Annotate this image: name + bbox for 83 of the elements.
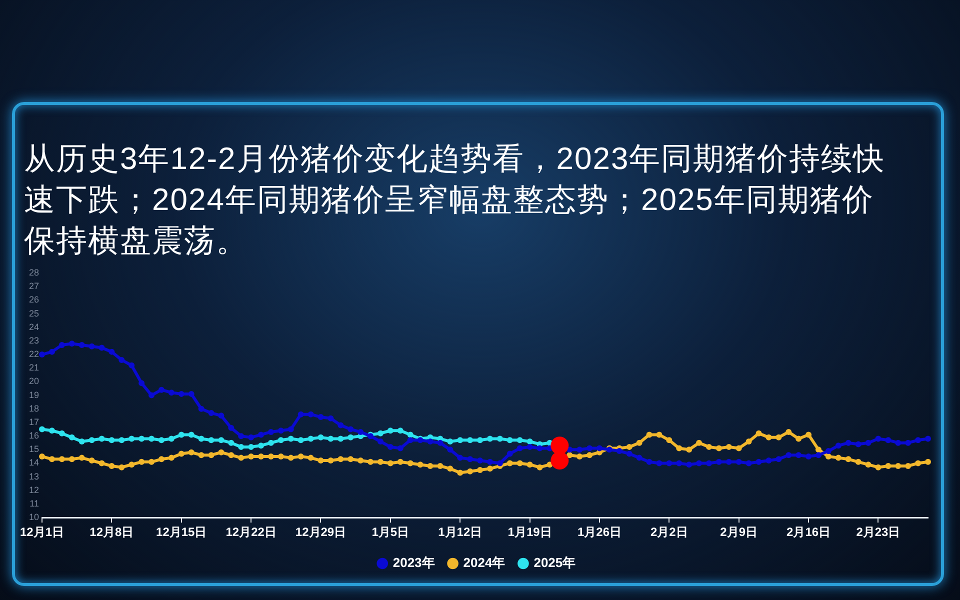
point [496, 436, 503, 442]
x-tick-label: 2月2日 [650, 525, 688, 540]
y-tick-label: 19 [28, 390, 40, 400]
point [258, 442, 264, 449]
y-tick-label: 12 [28, 484, 40, 495]
point [516, 437, 523, 444]
point [377, 430, 384, 436]
point [268, 440, 274, 446]
point [158, 437, 164, 444]
point [486, 436, 493, 442]
legend-label: 2024年 [463, 555, 506, 570]
point [128, 436, 135, 442]
point [407, 432, 414, 438]
point [397, 428, 404, 434]
legend-label: 2025年 [534, 555, 576, 570]
point [447, 438, 454, 444]
y-tick-label: 16 [28, 430, 40, 441]
point [39, 426, 46, 432]
y-tick-label: 10 [28, 512, 40, 522]
chart-title: 从历史3年12-2月份猪价变化趋势看，2023年同期猪价持续快速下跌；2024年同期猪价呈窄幅盘整态势；2025年同期猪价保持横盘震荡。 [24, 140, 886, 260]
point [48, 428, 55, 434]
point [58, 430, 65, 436]
point [78, 438, 85, 444]
point [526, 438, 533, 444]
x-tick-label: 2月23日 [856, 525, 900, 540]
x-tick-label: 1月5日 [372, 525, 410, 540]
y-tick-label: 22 [28, 349, 40, 360]
point [68, 434, 75, 440]
point [348, 434, 354, 440]
y-tick-label: 15 [28, 444, 40, 454]
point [108, 437, 115, 444]
point [550, 436, 569, 455]
y-tick-label: 26 [28, 294, 40, 305]
point [477, 437, 484, 444]
x-tick-label: 1月19日 [508, 525, 552, 540]
y-tick-label: 21 [28, 362, 40, 373]
point [298, 437, 304, 444]
point [188, 432, 194, 438]
point [168, 436, 174, 442]
point [88, 437, 95, 444]
y-tick-label: 23 [28, 335, 40, 346]
point [248, 444, 254, 450]
x-tick-label: 1月26日 [577, 525, 622, 540]
point [198, 436, 204, 442]
x-tick-label: 12月8日 [90, 525, 134, 540]
legend-label: 2023年 [392, 555, 435, 570]
point [218, 437, 224, 444]
point [208, 437, 214, 444]
y-tick-label: 17 [28, 416, 40, 427]
point [550, 452, 569, 470]
x-tick-label: 12月22日 [226, 525, 276, 540]
point [338, 436, 344, 442]
x-tick-label: 12月1日 [20, 525, 64, 540]
y-tick-label: 25 [28, 308, 40, 318]
point [318, 434, 324, 440]
y-tick-label: 28 [28, 267, 40, 278]
y-tick-label: 13 [28, 471, 40, 482]
point [328, 436, 334, 442]
y-tick-label: 14 [28, 458, 40, 468]
point [118, 437, 125, 444]
point [467, 437, 474, 444]
y-tick-label: 27 [28, 281, 40, 292]
point [278, 437, 284, 444]
point [98, 436, 105, 442]
point [178, 432, 184, 438]
x-tick-label: 12月29日 [295, 525, 346, 540]
y-tick-label: 24 [28, 322, 40, 332]
point [148, 436, 155, 442]
y-tick-label: 20 [28, 376, 40, 386]
x-tick-label: 2月9日 [720, 525, 758, 540]
y-tick-label: 18 [28, 403, 40, 414]
x-tick-label: 2月16日 [786, 525, 831, 540]
point [457, 437, 464, 444]
point [138, 436, 145, 442]
point [506, 437, 513, 444]
point [288, 436, 294, 442]
point [238, 444, 244, 450]
x-tick-label: 12月15日 [156, 525, 207, 540]
y-tick-label: 11 [30, 498, 40, 508]
point [308, 436, 314, 442]
x-tick-label: 1月12日 [438, 525, 482, 540]
point [387, 428, 394, 434]
point [228, 440, 234, 446]
